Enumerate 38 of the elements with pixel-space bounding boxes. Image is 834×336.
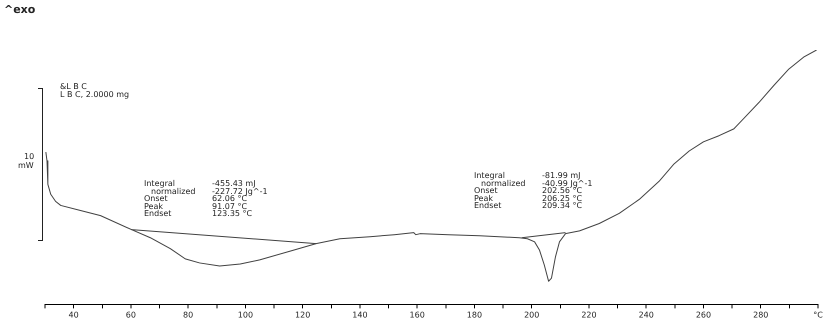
x-tick-label: 240 [638, 310, 654, 320]
annotation: Integral [474, 171, 505, 180]
x-tick-label: 140 [352, 310, 368, 320]
annotation: Onset [474, 186, 498, 195]
x-tick-label: 280 [753, 310, 768, 320]
x-tick-label: 60 [126, 310, 136, 320]
annotation: Peak [474, 194, 494, 203]
x-tick-label: 80 [183, 310, 194, 320]
x-tick-label: 180 [466, 310, 482, 320]
x-tick-label: 260 [696, 310, 712, 320]
text: ^exo [4, 3, 36, 16]
annotation: -40.99 Jg^-1 [542, 179, 592, 188]
annotation: Endset [474, 201, 502, 210]
annotation: -81.99 mJ [542, 171, 580, 180]
annotation: -455.43 mJ [212, 179, 256, 188]
annotation: 62.06 °C [212, 194, 248, 203]
x-tick-label: 120 [295, 310, 310, 320]
annotation: 209.34 °C [542, 201, 583, 210]
annotation: 123.35 °C [212, 209, 253, 218]
x-tick-label: 220 [581, 310, 597, 320]
text: 10 [24, 152, 34, 161]
annotation: 91.07 °C [212, 202, 248, 211]
x-tick-label: 200 [524, 310, 540, 320]
annotation: L B C, 2.0000 mg [60, 90, 130, 99]
annotation: normalized [481, 179, 526, 188]
annotation: &L B C [60, 82, 88, 91]
annotation: Onset [144, 194, 168, 203]
x-tick-label: °C [813, 310, 824, 320]
x-tick-label: 160 [410, 310, 425, 320]
text: mW [18, 161, 34, 170]
annotation: normalized [151, 187, 196, 196]
annotation: Endset [144, 209, 172, 218]
annotation: Integral [144, 179, 175, 188]
annotation: -227.72 Jg^-1 [212, 187, 268, 196]
annotation: Peak [144, 202, 164, 211]
annotation: 206.25 °C [542, 194, 583, 203]
x-tick-label: 40 [68, 310, 79, 320]
x-tick-label: 100 [238, 310, 254, 320]
